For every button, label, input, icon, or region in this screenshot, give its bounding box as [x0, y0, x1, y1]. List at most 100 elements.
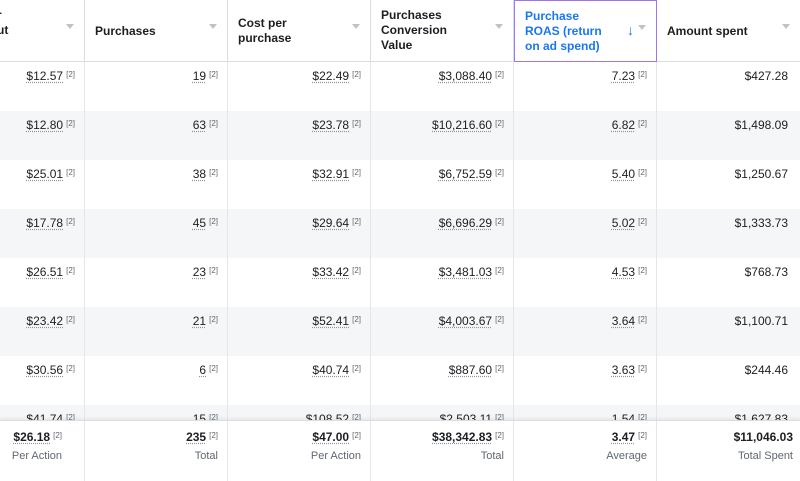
footnote-marker[interactable]: [2] [66, 168, 75, 177]
footnote-marker[interactable]: [2] [352, 168, 361, 177]
footnote-marker[interactable]: [2] [209, 431, 218, 440]
cell-value[interactable]: 6.82 [2] [612, 118, 647, 132]
cell-value[interactable]: $32.91 [2] [312, 167, 361, 181]
chevron-down-icon[interactable] [782, 24, 790, 29]
cell-value[interactable]: 3.64 [2] [612, 314, 647, 328]
cell-value[interactable]: $10,216.60 [2] [432, 118, 504, 132]
footnote-marker[interactable]: [2] [638, 266, 647, 275]
cell-value[interactable]: $22.49 [2] [312, 69, 361, 83]
footnote-marker[interactable]: [2] [66, 266, 75, 275]
cell-value[interactable]: $29.64 [2] [312, 216, 361, 230]
footnote-marker[interactable]: [2] [352, 364, 361, 373]
footnote-marker[interactable]: [2] [66, 364, 75, 373]
chevron-down-icon[interactable] [66, 24, 74, 29]
table-row[interactable]: $12.57 [2] 19 [2] $22.49 [2] $3,088.40 [2] 7.23[… [0, 62, 800, 111]
cell-value[interactable]: 45 [2] [193, 216, 218, 230]
footnote-marker[interactable]: [2] [209, 70, 218, 79]
cell-value[interactable]: $887.60 [2] [449, 363, 504, 377]
footnote-marker[interactable]: [2] [352, 119, 361, 128]
column-header-cost-per-purchase[interactable]: Cost per purchase [228, 0, 371, 62]
table-row[interactable]: $30.56 [2] 6 [2] $40.74 [2] $887.60 [2] 3.63 [2] $… [0, 356, 800, 405]
cell-value[interactable]: $23.42 [2] [26, 314, 75, 328]
footnote-marker[interactable]: [2] [495, 413, 504, 422]
cell-value[interactable]: 7.23 [2] [612, 69, 647, 83]
table-row[interactable]: $17.78 [2] 45 [2] $29.64 [2] $6,696.29 [2] 5.02[… [0, 209, 800, 258]
footnote-marker[interactable]: [2] [209, 217, 218, 226]
cell-value[interactable]: 23 [2] [193, 265, 218, 279]
cell-value[interactable]: $6,696.29 [2] [439, 216, 504, 230]
total-value[interactable]: $26.18 [2] [13, 430, 62, 444]
footnote-marker[interactable]: [2] [495, 364, 504, 373]
cell-value[interactable]: $40.74 [2] [312, 363, 361, 377]
total-value[interactable]: 3.47 [2] [612, 430, 647, 444]
footnote-marker[interactable]: [2] [352, 413, 361, 422]
cell-value[interactable]: 4.53 [2] [612, 265, 647, 279]
cell-value[interactable]: 21 [2] [193, 314, 218, 328]
footnote-marker[interactable]: [2] [66, 70, 75, 79]
total-value[interactable]: $47.00 [2] [312, 430, 361, 444]
cell-value[interactable]: $12.80 [2] [26, 118, 75, 132]
footnote-marker[interactable]: [2] [209, 168, 218, 177]
footnote-marker[interactable]: [2] [66, 315, 75, 324]
footnote-marker[interactable]: [2] [53, 431, 62, 440]
footnote-marker[interactable]: [2] [638, 70, 647, 79]
cell-value[interactable]: $3,481.03 [2] [439, 265, 504, 279]
footnote-marker[interactable]: [2] [352, 217, 361, 226]
cell-value[interactable]: 6 [2] [199, 363, 218, 377]
table-row[interactable]: $25.01 [2] 38 [2] $32.91 [2] $6,752.59 [2] 5.40[… [0, 160, 800, 209]
footnote-marker[interactable]: [2] [495, 119, 504, 128]
chevron-down-icon[interactable] [638, 25, 646, 30]
table-row[interactable]: $26.51 [2] 23 [2] $33.42 [2] $3,481.03 [2] 4.53[… [0, 258, 800, 307]
footnote-marker[interactable]: [2] [638, 119, 647, 128]
footnote-marker[interactable]: [2] [209, 364, 218, 373]
footnote-marker[interactable]: [2] [638, 431, 647, 440]
footnote-marker[interactable]: [2] [209, 413, 218, 422]
footnote-marker[interactable]: [2] [352, 70, 361, 79]
cell-value[interactable]: $25.01 [2] [26, 167, 75, 181]
chevron-down-icon[interactable] [352, 24, 360, 29]
footnote-marker[interactable]: [2] [495, 315, 504, 324]
chevron-down-icon[interactable] [495, 24, 503, 29]
cell-value[interactable]: 5.40 [2] [612, 167, 647, 181]
cell-value[interactable]: 38 [2] [193, 167, 218, 181]
footnote-marker[interactable]: [2] [638, 364, 647, 373]
cell-value[interactable]: 3.63 [2] [612, 363, 647, 377]
footnote-marker[interactable]: [2] [495, 168, 504, 177]
footnote-marker[interactable]: [2] [209, 119, 218, 128]
footnote-marker[interactable]: [2] [495, 70, 504, 79]
footnote-marker[interactable]: [2] [638, 217, 647, 226]
cell-value[interactable]: $3,088.40 [2] [439, 69, 504, 83]
footnote-marker[interactable]: [2] [352, 431, 361, 440]
footnote-marker[interactable]: [2] [638, 315, 647, 324]
cell-value[interactable]: $17.78 [2] [26, 216, 75, 230]
footnote-marker[interactable]: [2] [352, 266, 361, 275]
cell-value[interactable]: $23.78 [2] [312, 118, 361, 132]
cell-value[interactable]: $6,752.59 [2] [439, 167, 504, 181]
footnote-marker[interactable]: [2] [352, 315, 361, 324]
cell-value[interactable]: 63 [2] [193, 118, 218, 132]
column-header-purchases-conversion-value[interactable]: Purchases Conversion Value [371, 0, 514, 62]
sort-descending-icon[interactable]: ↓ [627, 22, 634, 38]
footnote-marker[interactable]: [2] [209, 315, 218, 324]
footnote-marker[interactable]: [2] [495, 266, 504, 275]
footnote-marker[interactable]: [2] [66, 217, 75, 226]
footnote-marker[interactable]: [2] [209, 266, 218, 275]
footnote-marker[interactable]: [2] [66, 119, 75, 128]
footnote-marker[interactable]: [2] [66, 413, 75, 422]
cell-value[interactable]: $33.42 [2] [312, 265, 361, 279]
cell-value[interactable]: $26.51 [2] [26, 265, 75, 279]
footnote-marker[interactable]: [2] [638, 413, 647, 422]
chevron-down-icon[interactable] [209, 24, 217, 29]
footnote-marker[interactable]: [2] [495, 431, 504, 440]
cell-value[interactable]: $30.56 [2] [26, 363, 75, 377]
cell-value[interactable]: $4,003.67 [2] [439, 314, 504, 328]
footnote-marker[interactable]: [2] [495, 217, 504, 226]
total-value[interactable]: 235 [2] [186, 430, 218, 444]
cell-value[interactable]: $52.41 [2] [312, 314, 361, 328]
table-row[interactable]: $12.80 [2] 63 [2] $23.78 [2] $10,216.60 [2] 6.82… [0, 111, 800, 160]
column-header-cost-per-result[interactable]: r ut l [0, 0, 85, 62]
cell-value[interactable]: 19 [2] [193, 69, 218, 83]
table-row[interactable]: $23.42 [2] 21 [2] $52.41 [2] $4,003.67 [2] 3.64[… [0, 307, 800, 356]
footnote-marker[interactable]: [2] [638, 168, 647, 177]
column-header-purchases[interactable]: Purchases [85, 0, 228, 62]
